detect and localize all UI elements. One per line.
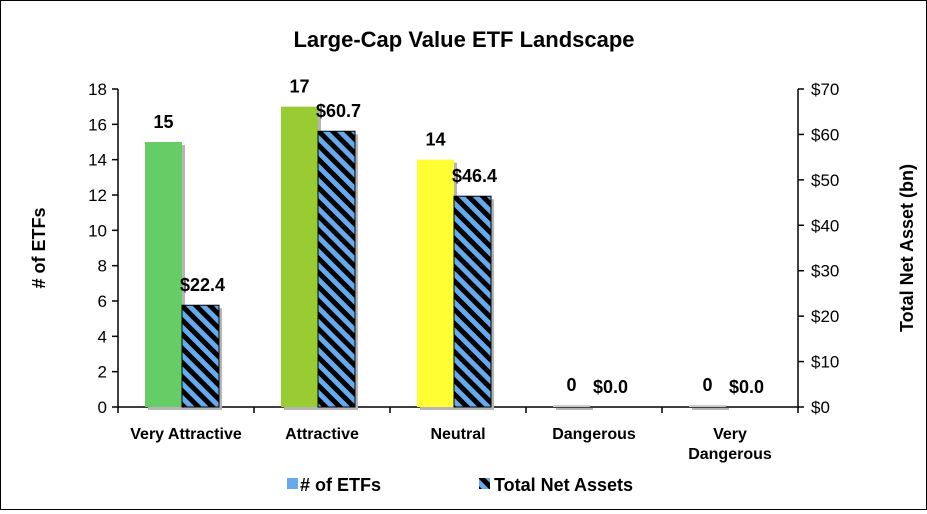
bar-etf-count — [553, 405, 590, 407]
y-left-tick-label: 16 — [88, 115, 107, 134]
y-left-tick-label: 6 — [98, 292, 107, 311]
chart-title: Large-Cap Value ETF Landscape — [293, 27, 634, 52]
bar-etf-count — [145, 142, 182, 407]
data-label-etf-count: 0 — [702, 375, 712, 395]
y-left-tick-label: 14 — [88, 151, 107, 170]
y-right-tick-label: $60 — [811, 125, 839, 144]
legend: # of ETFs Total Net Assets — [287, 475, 633, 495]
data-label-etf-count: 17 — [289, 77, 309, 97]
y-right-tick-label: $70 — [811, 80, 839, 99]
y-left-tick-label: 4 — [98, 327, 107, 346]
bars — [145, 106, 729, 411]
bar-net-assets — [453, 195, 492, 408]
bar-etf-count — [417, 159, 454, 407]
y-right-tick-label: $50 — [811, 171, 839, 190]
category-label: Neutral — [430, 426, 485, 443]
legend-label-etf-count: # of ETFs — [300, 475, 381, 495]
data-labels: 15 $22.4 17 $60.7 14 $46.4 0 $0.0 0 $0.0 — [153, 77, 764, 397]
y-axis-left-title: # of ETFs — [29, 207, 49, 288]
legend-swatch-net-assets — [479, 478, 490, 489]
data-label-etf-count: 0 — [566, 375, 576, 395]
data-label-etf-count: 14 — [425, 130, 445, 150]
category-label: Dangerous — [552, 426, 636, 443]
bar-etf-count — [281, 106, 318, 408]
y-left-tick-label: 2 — [98, 363, 107, 382]
data-label-net-assets: $22.4 — [180, 275, 225, 295]
bar-shadow — [556, 408, 593, 410]
y-left-tick-label: 10 — [88, 221, 107, 240]
category-label: Attractive — [285, 426, 359, 443]
data-label-net-assets: $46.4 — [452, 166, 497, 186]
y-right-tick-label: $30 — [811, 262, 839, 281]
left-axis-ticks: 0 2 4 6 8 10 12 14 16 18 — [88, 80, 118, 417]
y-left-tick-label: 0 — [98, 398, 107, 417]
y-left-tick-label: 12 — [88, 186, 107, 205]
y-right-tick-label: $10 — [811, 353, 839, 372]
y-axis-right-title: Total Net Asset (bn) — [897, 164, 917, 332]
data-label-etf-count: 15 — [153, 112, 173, 132]
y-left-tick-label: 18 — [88, 80, 107, 99]
y-left-tick-label: 8 — [98, 257, 107, 276]
category-label: Very — [713, 426, 747, 443]
data-label-net-assets: $0.0 — [729, 377, 764, 397]
legend-swatch-etf-count — [287, 478, 298, 489]
data-label-net-assets: $60.7 — [316, 101, 361, 121]
bar-shadow — [692, 408, 729, 410]
category-label: Very Attractive — [130, 426, 242, 443]
legend-label-net-assets: Total Net Assets — [494, 475, 633, 495]
data-label-net-assets: $0.0 — [593, 377, 628, 397]
category-labels: Very Attractive Attractive Neutral Dangerou… — [130, 426, 772, 463]
y-right-tick-label: $40 — [811, 216, 839, 235]
y-right-tick-label: $0 — [811, 398, 830, 417]
y-right-tick-label: $20 — [811, 307, 839, 326]
bar-net-assets — [181, 304, 220, 408]
bar-etf-count — [689, 405, 726, 407]
right-axis-ticks: $0 $10 $20 $30 $40 $50 $60 $70 — [798, 80, 839, 417]
category-label: Dangerous — [688, 446, 772, 463]
bar-net-assets — [317, 130, 356, 408]
